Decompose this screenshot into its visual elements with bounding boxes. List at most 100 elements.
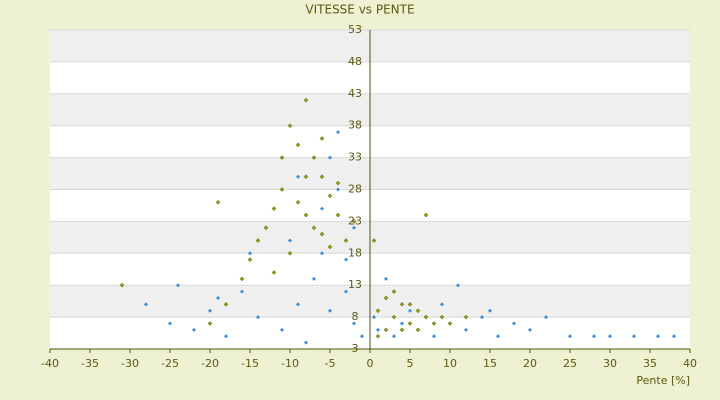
x-tick-label: -30 [121, 357, 139, 370]
point [303, 212, 309, 218]
point [568, 334, 572, 339]
point [431, 321, 437, 326]
point [320, 206, 324, 211]
point [439, 314, 445, 320]
y-tick-label: 18 [348, 246, 362, 259]
point [440, 302, 444, 307]
point [656, 334, 660, 339]
x-tick-label: 15 [483, 357, 497, 370]
point [400, 321, 404, 326]
point [351, 219, 357, 224]
point [383, 327, 389, 333]
point [239, 276, 245, 282]
x-tick-label: 10 [443, 357, 457, 370]
point [312, 276, 316, 281]
point [263, 225, 269, 231]
point [375, 333, 381, 339]
point [208, 308, 212, 313]
point [303, 97, 309, 103]
point [248, 251, 252, 256]
point [415, 327, 421, 333]
point [240, 289, 244, 294]
point [376, 327, 380, 332]
point [223, 301, 229, 307]
x-tick-label: -5 [325, 357, 336, 370]
point [327, 193, 333, 199]
point [319, 136, 325, 141]
x-tick-label: -15 [241, 357, 259, 370]
y-tick-label: 38 [348, 119, 362, 132]
y-tick-label: 13 [348, 278, 362, 291]
y-tick-label: 43 [348, 87, 362, 100]
point [296, 302, 300, 307]
x-tick-label: -35 [81, 357, 99, 370]
point [344, 289, 348, 294]
point [336, 187, 340, 192]
point [423, 212, 429, 218]
point [335, 180, 341, 186]
point [496, 334, 500, 339]
point [224, 334, 228, 339]
point [328, 308, 332, 313]
point [632, 334, 636, 339]
x-tick-label: 20 [523, 357, 537, 370]
point [296, 174, 300, 179]
x-tick-label: 40 [683, 357, 697, 370]
point [279, 187, 285, 192]
point [304, 340, 308, 345]
point [480, 315, 484, 320]
point [327, 244, 333, 250]
point [311, 225, 317, 231]
point [391, 289, 397, 294]
point [407, 301, 413, 307]
point [119, 282, 125, 288]
point [168, 321, 172, 326]
point [343, 238, 349, 243]
x-tick-label: 25 [563, 357, 577, 370]
point [352, 321, 356, 326]
x-tick-label: -20 [201, 357, 219, 370]
point [280, 327, 284, 332]
point [423, 314, 429, 320]
point [544, 315, 548, 320]
y-tick-label: 33 [348, 151, 362, 164]
x-tick-label: 5 [407, 357, 414, 370]
point [216, 295, 220, 300]
point [384, 276, 388, 281]
point [256, 315, 260, 320]
x-tick-label: 35 [643, 357, 657, 370]
point [271, 206, 277, 211]
point [399, 301, 405, 307]
point [279, 155, 285, 160]
point [592, 334, 596, 339]
point [360, 334, 364, 339]
point [463, 314, 469, 320]
point [415, 308, 421, 314]
point [608, 334, 612, 339]
chart-title: VITESSE vs PENTE [305, 3, 414, 17]
point [432, 334, 436, 339]
point [408, 308, 412, 313]
y-tick-label: 28 [348, 183, 362, 196]
point [344, 257, 348, 262]
point [288, 238, 292, 243]
x-tick-label: -40 [41, 357, 59, 370]
point [271, 270, 277, 275]
point [447, 321, 453, 326]
x-tick-label: -10 [281, 357, 299, 370]
point [336, 130, 340, 135]
point [512, 321, 516, 326]
point [144, 302, 148, 307]
point [303, 174, 309, 180]
y-tick-label: 53 [348, 23, 362, 36]
point [215, 199, 221, 205]
point [311, 155, 317, 160]
point [287, 123, 293, 129]
point [335, 212, 341, 218]
point [371, 238, 377, 243]
point [320, 251, 324, 256]
y-tick-label: 8 [352, 310, 359, 323]
point [295, 199, 301, 205]
point [176, 283, 180, 288]
